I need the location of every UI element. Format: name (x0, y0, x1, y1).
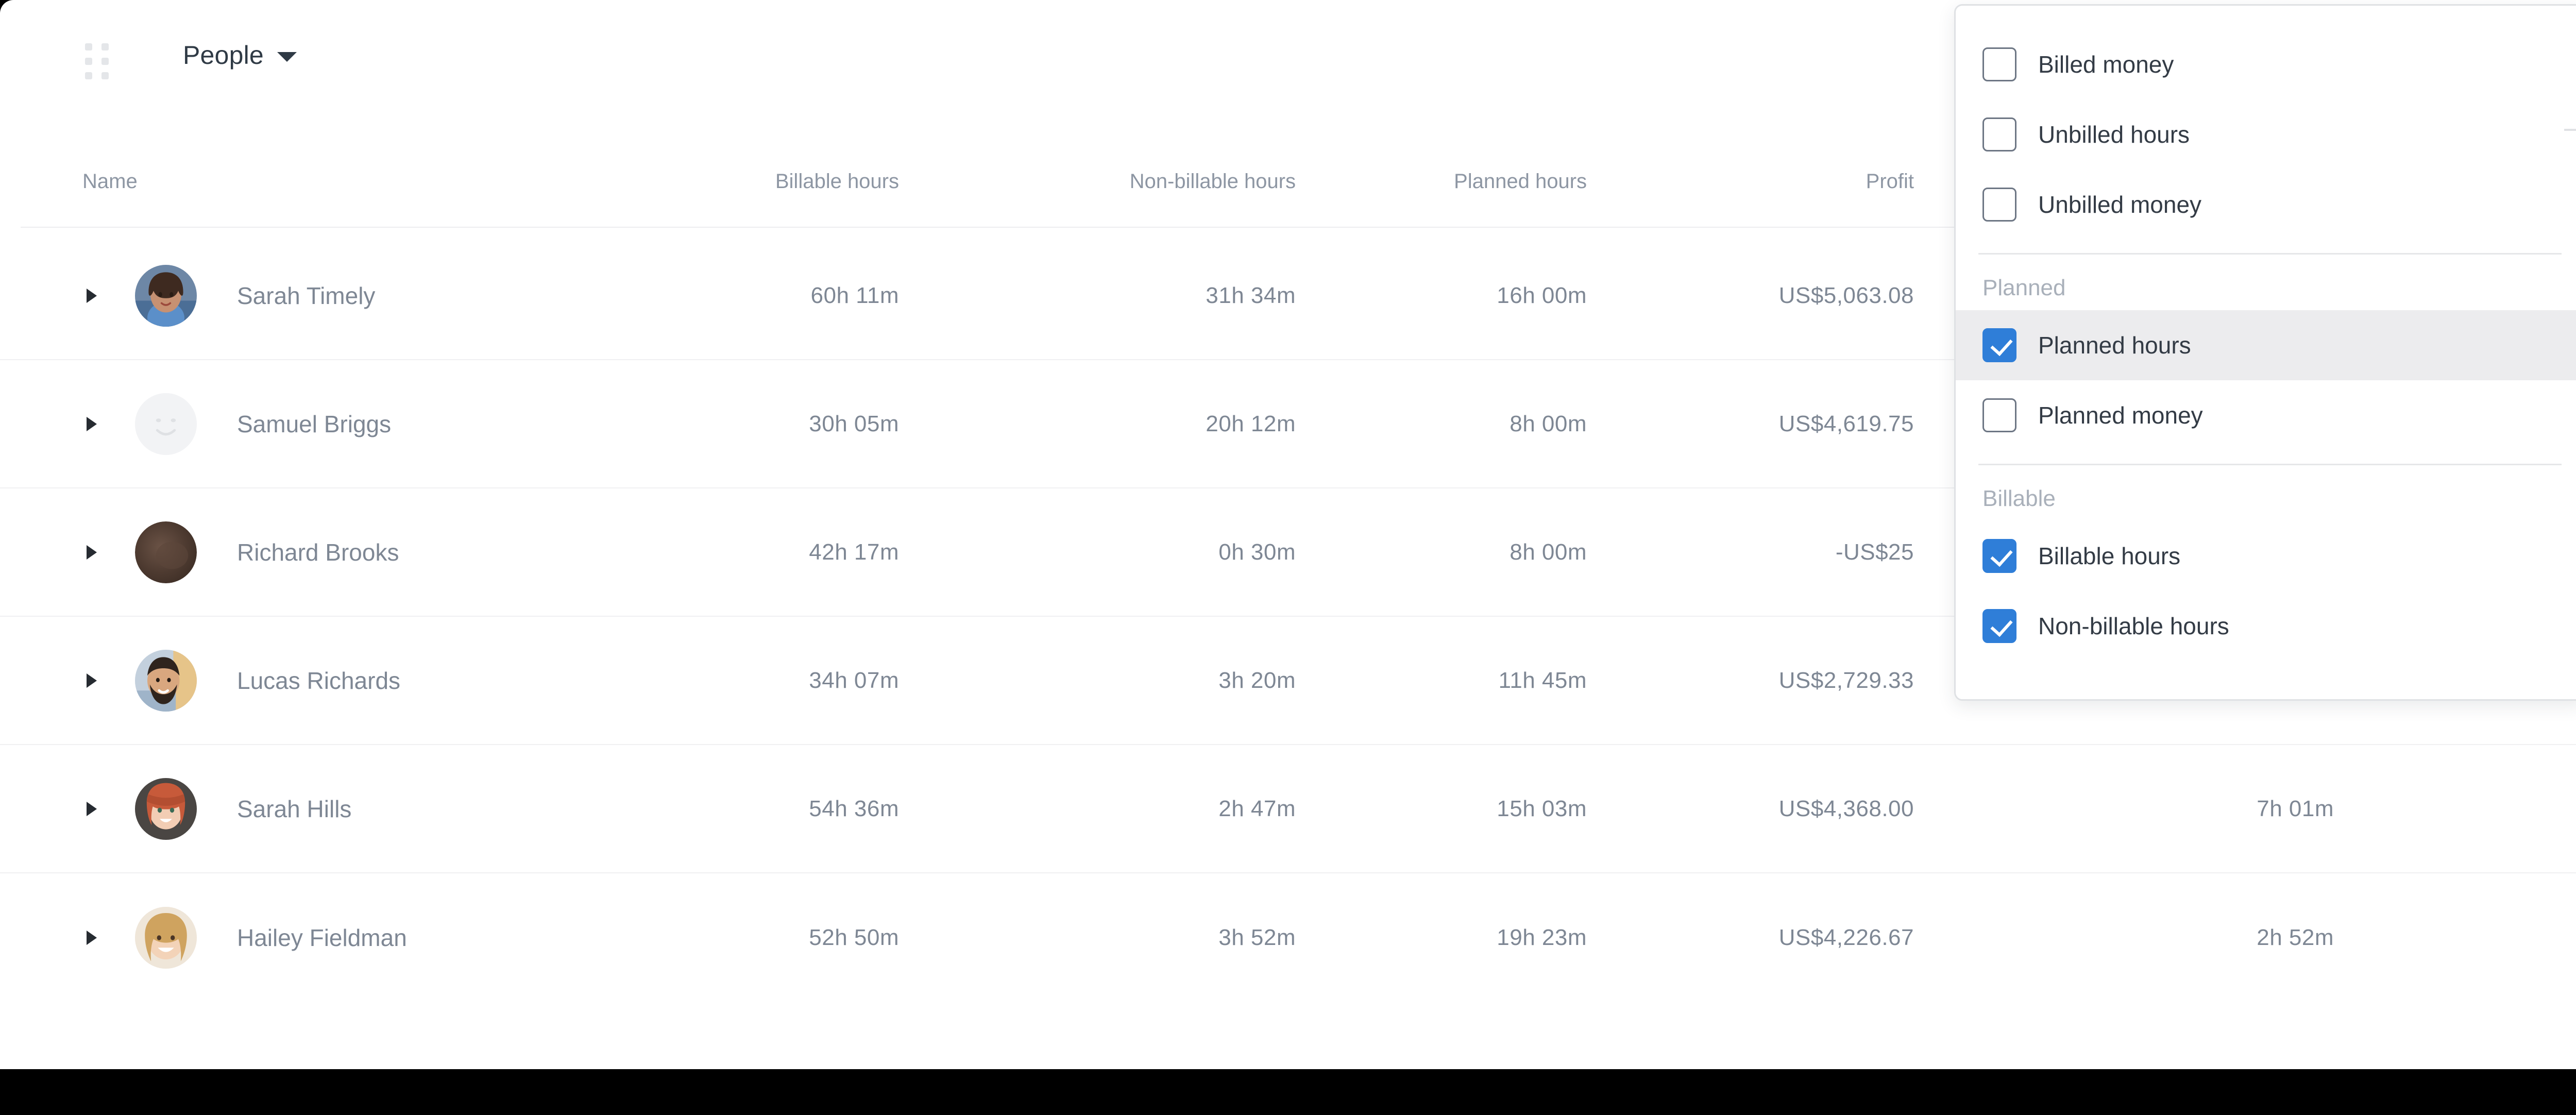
cell-planned: 16h 00m (1497, 282, 1587, 308)
cell-billable: 52h 50m (809, 924, 899, 950)
cell-overtime: 0h 05m (2498, 796, 2576, 822)
avatar (135, 264, 197, 327)
table-row[interactable]: Samuel Briggs 30h 05m 20h 12m 8h 00m US$4,61… (0, 360, 2576, 488)
cell-planned: 19h 23m (1497, 924, 1587, 950)
cell-billable: 54h 36m (809, 796, 899, 821)
checkbox-checked-icon[interactable] (1982, 328, 2016, 362)
view-selector[interactable]: People (183, 40, 297, 70)
cell-billable: 34h 07m (809, 667, 899, 693)
row-person-name: Samuel Briggs (237, 410, 392, 437)
checkbox-unchecked-icon[interactable] (1982, 47, 2016, 81)
cell-planned: 8h 00m (1510, 411, 1587, 436)
cell-nonbillable: 20h 12m (1206, 411, 1296, 436)
cell-profit: US$4,368.00 (1778, 796, 1914, 821)
avatar (135, 778, 197, 840)
popover-option-label: Planned money (2038, 402, 2203, 429)
popover-group-label: Billable (1982, 486, 2056, 511)
cell-profit: US$5,063.08 (1778, 282, 1914, 308)
avatar (135, 521, 197, 583)
popover-divider (1978, 464, 2562, 465)
popover-option-unbilled-money[interactable]: Unbilled money (1956, 170, 2576, 240)
cell-nonbillable: 2h 47m (1218, 796, 1296, 821)
column-header-planned-hours[interactable]: Planned hours (1454, 170, 1587, 193)
popover-option-label: Unbilled money (2038, 191, 2202, 218)
row-person-name: Richard Brooks (237, 538, 399, 566)
popover-content: Billed money Unbilled hours Unbilled money… (1956, 6, 2576, 661)
view-selector-label: People (183, 41, 264, 70)
popover-option-billed-money[interactable]: Billed money (1956, 29, 2576, 99)
drag-dots-icon[interactable] (85, 43, 111, 80)
table-row[interactable]: Hailey Fieldman 52h 50m 3h 52m 19h 23m US$4,… (0, 873, 2576, 1002)
popover-group-label: Planned (1982, 275, 2066, 300)
cell-col6: 2h 52m (2257, 924, 2334, 950)
popover-option-label: Unbilled hours (2038, 121, 2190, 148)
row-person-name: Hailey Fieldman (237, 924, 407, 951)
avatar (135, 649, 197, 712)
checkbox-checked-icon[interactable] (1982, 609, 2016, 643)
cell-nonbillable: 0h 30m (1218, 539, 1296, 565)
row-expand-triangle-icon[interactable] (87, 416, 97, 431)
cell-profit: US$4,226.67 (1778, 924, 1914, 950)
drag-dot (85, 43, 92, 50)
table-body: Sarah Timely 60h 11m 31h 34m 16h 00m US$5,06… (0, 232, 2576, 1002)
checkbox-unchecked-icon[interactable] (1982, 117, 2016, 151)
popover-option-unbilled-hours[interactable]: Unbilled hours (1956, 99, 2576, 170)
header-divider (21, 227, 2576, 228)
row-expand-triangle-icon[interactable] (87, 673, 97, 688)
column-header-non-billable-hours[interactable]: Non-billable hours (1129, 170, 1296, 193)
column-settings-popover[interactable]: Billed money Unbilled hours Unbilled money… (1954, 4, 2576, 701)
drag-dot (101, 72, 109, 79)
popover-option-non-billable-hours[interactable]: Non-billable hours (1956, 591, 2576, 661)
popover-option-label: Billable hours (2038, 543, 2181, 569)
column-header-name[interactable]: Name (82, 170, 138, 193)
row-person-name: Lucas Richards (237, 667, 401, 694)
drag-dot (85, 72, 92, 79)
row-expand-triangle-icon[interactable] (87, 801, 97, 816)
table-header: Name Billable hours Non-billable hours P… (0, 170, 2576, 227)
cell-overtime: 3h 13m (2498, 925, 2576, 951)
row-person-name: Sarah Hills (237, 795, 352, 822)
popover-option-billable-hours[interactable]: Billable hours (1956, 521, 2576, 591)
checkbox-unchecked-icon[interactable] (1982, 398, 2016, 432)
column-header-profit[interactable]: Profit (1866, 170, 1914, 193)
chevron-down-icon (277, 52, 297, 62)
checkbox-checked-icon[interactable] (1982, 539, 2016, 573)
popover-option-planned-hours[interactable]: Planned hours (1956, 310, 2576, 380)
cell-col6: 7h 01m (2257, 796, 2334, 821)
cell-profit: US$2,729.33 (1778, 667, 1914, 693)
checkbox-unchecked-icon[interactable] (1982, 188, 2016, 222)
cell-profit: -US$25 (1835, 539, 1914, 565)
row-person-name: Sarah Timely (237, 282, 376, 309)
row-expand-triangle-icon[interactable] (87, 545, 97, 560)
row-expand-triangle-icon[interactable] (87, 930, 97, 945)
avatar (135, 906, 197, 969)
toolbar: People (0, 0, 2576, 131)
column-header-billable-hours[interactable]: Billable hours (775, 170, 899, 193)
table-row[interactable]: Lucas Richards 34h 07m 3h 20m 11h 45m US$2,7… (0, 617, 2576, 745)
table-row[interactable]: Sarah Timely 60h 11m 31h 34m 16h 00m US$5,06… (0, 232, 2576, 360)
cell-nonbillable: 3h 52m (1218, 924, 1296, 950)
cell-planned: 11h 45m (1498, 667, 1587, 693)
table-row[interactable]: Sarah Hills 54h 36m 2h 47m 15h 03m US$4,368.… (0, 745, 2576, 873)
drag-dot (101, 43, 109, 50)
cell-billable: 60h 11m (810, 282, 899, 308)
cell-nonbillable: 31h 34m (1206, 282, 1296, 308)
cell-planned: 15h 03m (1497, 796, 1587, 821)
popover-option-label: Non-billable hours (2038, 613, 2229, 639)
popover-option-label: Billed money (2038, 51, 2174, 78)
popover-divider (1978, 253, 2562, 255)
drag-dot (101, 58, 109, 65)
popover-option-planned-money[interactable]: Planned money (1956, 380, 2576, 450)
cell-billable: 42h 17m (809, 539, 899, 565)
cell-billable: 30h 05m (809, 411, 899, 436)
popover-option-label: Planned hours (2038, 332, 2191, 359)
cell-profit: US$4,619.75 (1778, 411, 1914, 436)
cell-nonbillable: 3h 20m (1218, 667, 1296, 693)
cell-planned: 8h 00m (1510, 539, 1587, 565)
drag-dot (85, 58, 92, 65)
row-expand-triangle-icon[interactable] (87, 288, 97, 303)
avatar (135, 393, 197, 455)
